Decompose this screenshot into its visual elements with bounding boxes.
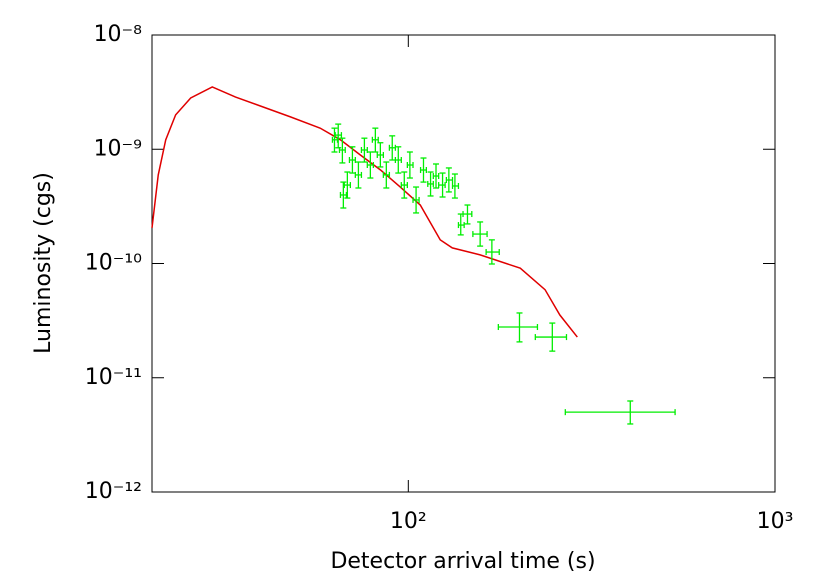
y-tick-label: 10⁻¹⁰ <box>85 251 142 276</box>
y-tick-label: 10⁻⁹ <box>94 136 142 161</box>
x-axis-label: Detector arrival time (s) <box>330 549 595 574</box>
y-tick-label: 10⁻¹² <box>85 479 142 504</box>
y-axis-label: Luminosity (cgs) <box>31 172 56 354</box>
x-tick-label: 10² <box>390 509 427 534</box>
model-line <box>151 86 578 338</box>
plot-frame <box>151 34 776 493</box>
y-tick-label: 10⁻⁸ <box>94 22 143 47</box>
x-tick-label: 10³ <box>757 509 794 534</box>
y-tick-label: 10⁻¹¹ <box>85 365 142 390</box>
